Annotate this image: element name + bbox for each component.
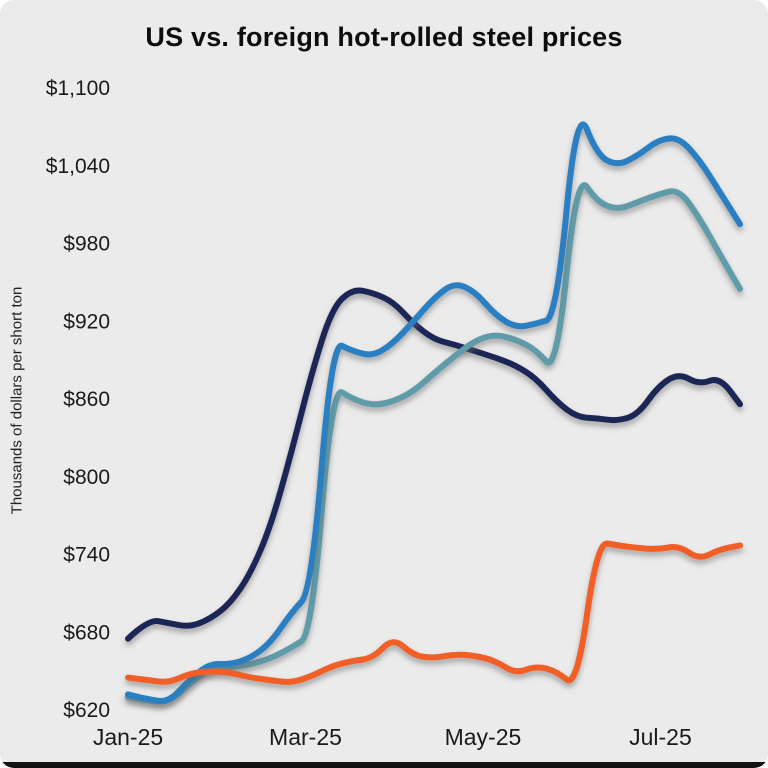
- x-tick-label: Jan-25: [93, 724, 163, 750]
- series-dark-navy-line: [125, 287, 743, 642]
- x-tick-label: Jul-25: [629, 724, 692, 750]
- chart-title: US vs. foreign hot-rolled steel prices: [145, 22, 623, 52]
- x-tick-label: May-25: [445, 724, 522, 750]
- y-tick-label: $860: [63, 388, 110, 411]
- y-tick-label: $680: [63, 621, 110, 644]
- y-tick-label: $800: [63, 466, 110, 489]
- y-tick-label: $920: [63, 310, 110, 333]
- series-orange-line: [125, 540, 743, 685]
- bottom-bar: [0, 762, 768, 768]
- y-tick-label: $980: [63, 233, 110, 256]
- series-teal-line: [125, 182, 743, 705]
- y-tick-label: $620: [63, 699, 110, 722]
- y-tick-label: $1,040: [46, 155, 110, 178]
- series-blue-line: [125, 121, 743, 705]
- y-tick-label: $740: [63, 544, 110, 567]
- x-tick-label: Mar-25: [269, 724, 342, 750]
- y-tick-label: $1,100: [46, 77, 110, 100]
